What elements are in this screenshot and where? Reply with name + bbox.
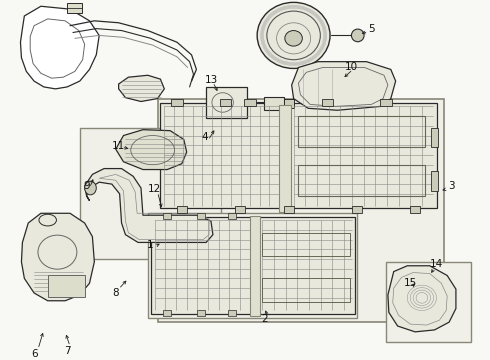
Ellipse shape — [285, 31, 302, 46]
Text: 11: 11 — [112, 141, 125, 151]
Text: 8: 8 — [112, 288, 119, 298]
Text: 14: 14 — [430, 259, 443, 269]
Text: 10: 10 — [344, 63, 358, 72]
Bar — [160, 103, 438, 208]
Bar — [250, 216, 260, 316]
Bar — [263, 278, 350, 302]
Text: 3: 3 — [448, 181, 454, 191]
Bar — [206, 87, 247, 118]
Bar — [386, 262, 471, 342]
Bar — [171, 99, 183, 106]
Polygon shape — [388, 266, 456, 332]
Text: 15: 15 — [404, 278, 417, 288]
Bar — [48, 275, 85, 297]
Bar — [151, 217, 355, 314]
Bar — [148, 213, 357, 318]
Bar — [265, 96, 284, 110]
Bar — [431, 128, 439, 147]
Bar — [235, 206, 245, 213]
Ellipse shape — [85, 181, 97, 195]
Bar — [279, 105, 291, 212]
Bar — [157, 99, 444, 322]
Polygon shape — [22, 213, 95, 301]
Bar — [80, 128, 221, 259]
Bar — [380, 99, 392, 106]
Text: 4: 4 — [202, 132, 208, 143]
Bar — [163, 310, 171, 316]
Bar — [352, 206, 362, 213]
Bar — [431, 171, 439, 191]
Bar — [284, 99, 294, 108]
Text: 5: 5 — [368, 24, 375, 33]
Polygon shape — [292, 62, 395, 110]
Bar — [228, 213, 236, 219]
Polygon shape — [21, 6, 99, 89]
Text: 1: 1 — [147, 240, 153, 250]
Bar — [163, 213, 171, 219]
Bar — [298, 165, 425, 196]
Ellipse shape — [351, 29, 364, 42]
Bar — [197, 310, 205, 316]
Text: 9: 9 — [83, 181, 90, 191]
Bar — [263, 233, 350, 256]
Bar — [197, 213, 205, 219]
Bar — [322, 99, 334, 106]
Polygon shape — [116, 130, 187, 170]
Bar — [410, 206, 420, 213]
Polygon shape — [119, 75, 164, 102]
Bar — [67, 3, 82, 13]
Bar — [177, 206, 187, 213]
Bar — [220, 99, 231, 106]
Bar — [228, 310, 236, 316]
Text: 6: 6 — [32, 349, 38, 359]
Bar — [244, 99, 256, 106]
Text: 2: 2 — [261, 314, 268, 324]
Bar — [284, 206, 294, 213]
Text: 7: 7 — [64, 346, 71, 356]
Text: 13: 13 — [204, 75, 218, 85]
Text: 12: 12 — [148, 184, 161, 194]
Polygon shape — [85, 168, 213, 242]
Ellipse shape — [257, 3, 330, 68]
Bar — [298, 116, 425, 147]
